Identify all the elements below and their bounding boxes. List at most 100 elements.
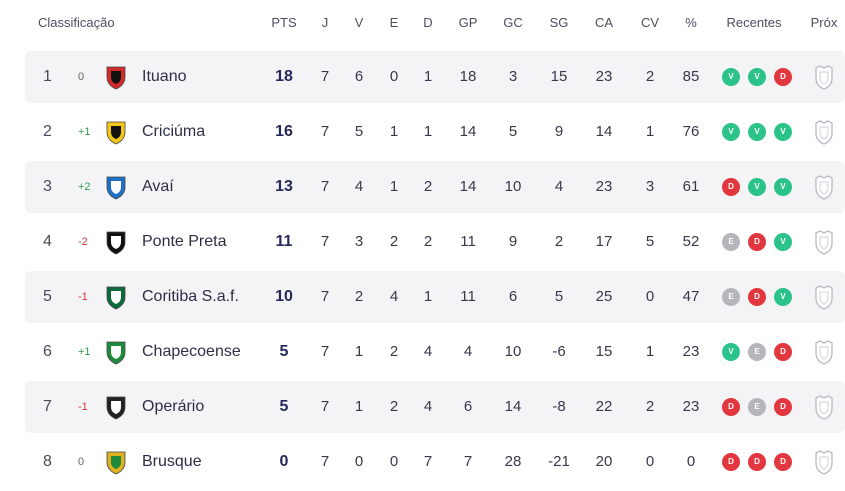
stat-sg: -8 [552,398,566,415]
team-points: 5 [279,343,289,360]
stat-ca: 14 [595,123,613,140]
stat-ca: 20 [595,453,613,470]
table-row[interactable]: 3 +2 Avaí 13 7 4 1 2 14 10 4 23 3 61 D V V [25,161,845,213]
header-pts[interactable]: PTS [271,15,297,30]
stat-sg: 5 [554,288,564,305]
recent-result-badge: E [748,398,766,416]
position-change: +1 [78,126,91,138]
stat-gp: 11 [460,288,476,305]
stat-pct: 61 [682,178,700,195]
recent-result-badge: V [722,68,740,86]
stat-ca: 17 [595,233,613,250]
header-j[interactable]: J [321,15,329,30]
position-change: 0 [78,71,85,83]
stat-d: 2 [423,178,433,195]
recent-result-badge: D [722,398,740,416]
stat-v: 0 [354,453,364,470]
team-name[interactable]: Ponte Preta [142,233,227,250]
stat-v: 6 [354,68,364,85]
header-e[interactable]: E [389,15,399,30]
stat-gp: 7 [463,453,473,470]
recent-result-badge: E [748,343,766,361]
position-change: -1 [78,401,88,413]
stat-d: 4 [423,398,433,415]
stat-sg: -21 [548,453,570,470]
table-row[interactable]: 8 0 Brusque 0 7 0 0 7 7 28 -21 20 0 0 D D D [25,436,845,488]
table-row[interactable]: 4 -2 Ponte Preta 11 7 3 2 2 11 9 2 17 5 52 E D V [25,216,845,268]
next-opponent-shield-icon[interactable] [812,173,836,201]
team-crest-icon [104,449,128,475]
recent-result-badge: V [774,233,792,251]
stat-pct: 76 [682,123,700,140]
recent-result-badge: D [748,288,766,306]
team-name[interactable]: Coritiba S.a.f. [142,288,239,305]
stat-gc: 14 [504,398,522,415]
team-name[interactable]: Chapecoense [142,343,241,360]
stat-gp: 11 [460,233,476,250]
table-title: Classificação [38,15,115,30]
next-opponent-shield-icon[interactable] [812,63,836,91]
next-opponent-shield-icon[interactable] [812,228,836,256]
stat-j: 7 [320,68,330,85]
stat-d: 1 [423,123,433,140]
stat-e: 0 [389,68,399,85]
stat-cv: 1 [645,343,655,360]
stat-pct: 0 [686,453,696,470]
stat-ca: 23 [595,68,613,85]
header-gc[interactable]: GC [503,15,523,30]
recent-result-badge: D [748,233,766,251]
recent-result-badge: V [748,178,766,196]
stat-gp: 6 [463,398,473,415]
next-opponent-shield-icon[interactable] [812,448,836,476]
team-name[interactable]: Operário [142,398,205,415]
stat-j: 7 [320,343,330,360]
team-name[interactable]: Ituano [142,68,187,85]
next-opponent-shield-icon[interactable] [812,283,836,311]
team-points: 13 [275,178,293,195]
header-sg[interactable]: SG [549,15,569,30]
stat-pct: 52 [682,233,700,250]
header-cv[interactable]: CV [640,15,660,30]
position-change: -1 [78,291,88,303]
header-ca[interactable]: CA [594,15,614,30]
stat-gc: 10 [504,343,522,360]
table-row[interactable]: 5 -1 Coritiba S.a.f. 10 7 2 4 1 11 6 5 25 0 47 E D V [25,271,845,323]
team-points: 5 [279,398,289,415]
position-number: 1 [43,68,52,85]
table-row[interactable]: 2 +1 Criciúma 16 7 5 1 1 14 5 9 14 1 76 V V V [25,106,845,158]
stat-cv: 1 [645,123,655,140]
next-opponent-shield-icon[interactable] [812,393,836,421]
next-opponent-shield-icon[interactable] [812,338,836,366]
stat-pct: 23 [682,343,700,360]
recent-result-badge: E [722,233,740,251]
stat-ca: 22 [595,398,613,415]
header-v[interactable]: V [354,15,364,30]
header-d[interactable]: D [423,15,433,30]
table-row[interactable]: 1 0 Ituano 18 7 6 0 1 18 3 15 23 2 85 V V D [25,51,845,103]
stat-cv: 0 [645,453,655,470]
team-name[interactable]: Avaí [142,178,174,195]
next-opponent-shield-icon[interactable] [812,118,836,146]
team-name[interactable]: Brusque [142,453,202,470]
team-crest-icon [104,64,128,90]
stat-gc: 9 [508,233,518,250]
stat-e: 2 [389,233,399,250]
stat-v: 5 [354,123,364,140]
position-number: 5 [43,288,52,305]
stat-d: 1 [423,68,433,85]
table-row[interactable]: 7 -1 Operário 5 7 1 2 4 6 14 -8 22 2 23 D E D [25,381,845,433]
table-row[interactable]: 6 +1 Chapecoense 5 7 1 2 4 4 10 -6 15 1 23 V E D [25,326,845,378]
header-pct[interactable]: % [685,15,697,30]
team-points: 11 [275,233,293,250]
recent-result-badge: D [722,453,740,471]
header-gp[interactable]: GP [458,15,478,30]
position-number: 2 [43,123,52,140]
position-change: -2 [78,236,88,248]
stat-j: 7 [320,233,330,250]
team-name[interactable]: Criciúma [142,123,206,140]
stat-gc: 28 [504,453,522,470]
recent-result-badge: E [722,288,740,306]
stat-j: 7 [320,398,330,415]
